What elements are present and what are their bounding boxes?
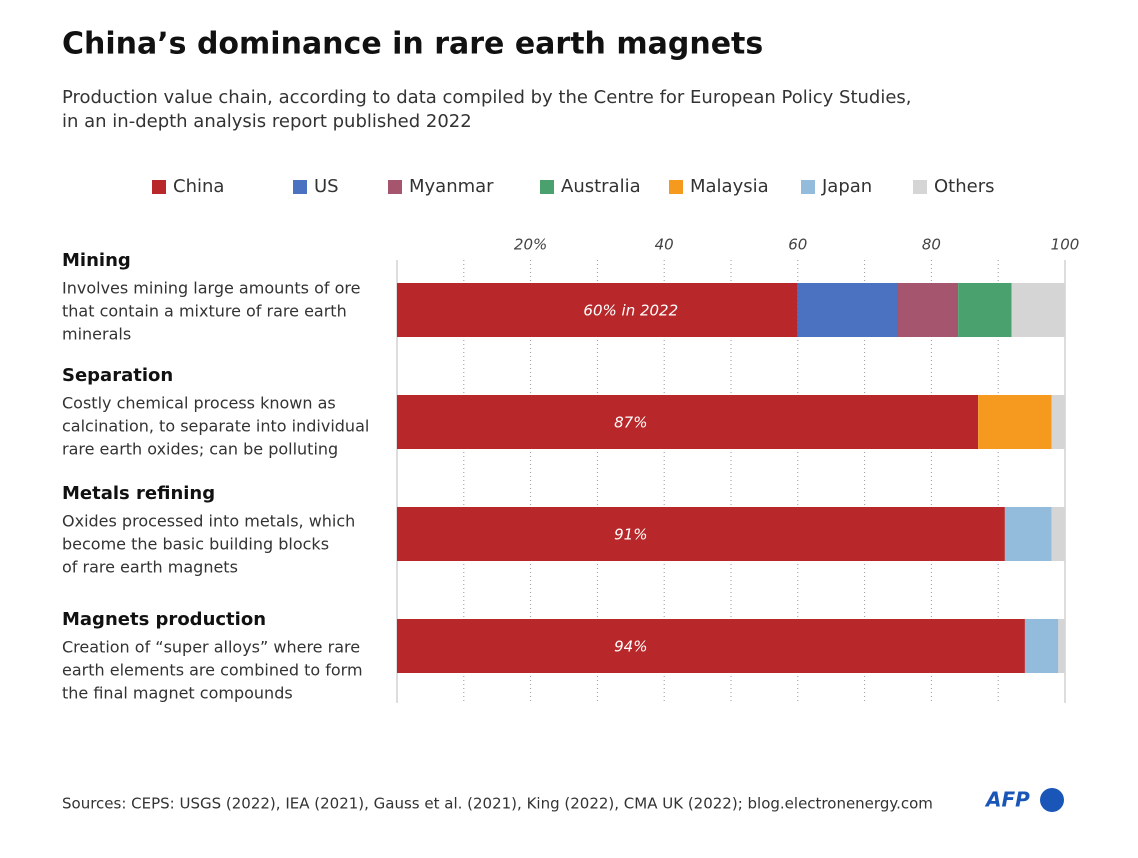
legend-swatch: [669, 180, 683, 194]
legend-swatch: [388, 180, 402, 194]
category-description: Oxides processed into metals, which: [62, 512, 355, 531]
category-label: Magnets production: [62, 609, 266, 630]
bar-segment: [1051, 507, 1065, 561]
bar-segment: [397, 507, 1005, 561]
x-tick-label: 60: [788, 236, 807, 254]
legend-label: Japan: [821, 176, 872, 197]
value-label: 87%: [614, 414, 647, 432]
x-tick-label: 80: [922, 236, 941, 254]
value-label: 60% in 2022: [583, 302, 678, 320]
x-tick-label: 20%: [514, 236, 547, 254]
subtitle: Production value chain, according to dat…: [62, 87, 912, 108]
subtitle: in an in-depth analysis report published…: [62, 111, 472, 132]
value-label: 91%: [614, 526, 647, 544]
category-description: Creation of “super alloys” where rare: [62, 638, 360, 657]
bar-segment: [397, 395, 979, 449]
category-description: minerals: [62, 325, 131, 344]
category-description: of rare earth magnets: [62, 558, 238, 577]
legend-swatch: [913, 180, 927, 194]
legend-label: Others: [934, 176, 995, 197]
legend-label: Malaysia: [690, 176, 769, 197]
legend-swatch: [801, 180, 815, 194]
category-label: Metals refining: [62, 483, 215, 504]
category-description: calcination, to separate into individual: [62, 417, 369, 436]
bar-segment: [1024, 619, 1059, 673]
logo-dot: [1040, 788, 1064, 812]
bar-segment: [1004, 507, 1052, 561]
category-label: Separation: [62, 365, 173, 386]
legend-swatch: [293, 180, 307, 194]
category-description: rare earth oxides; can be polluting: [62, 440, 338, 459]
source: Sources: CEPS: USGS (2022), IEA (2021), …: [62, 795, 933, 813]
bar-segment: [397, 283, 798, 337]
bar-segment: [797, 283, 898, 337]
bar-segment: [1058, 619, 1065, 673]
bar-segment: [898, 283, 959, 337]
bar-segment: [958, 283, 1012, 337]
bar-segment: [1011, 283, 1065, 337]
chart-title: China’s dominance in rare earth magnets: [62, 27, 763, 62]
legend-swatch: [152, 180, 166, 194]
legend-swatch: [540, 180, 554, 194]
x-tick-label: 40: [655, 236, 674, 254]
legend-label: Myanmar: [409, 176, 494, 197]
category-description: the final magnet compounds: [62, 684, 293, 703]
category-label: Mining: [62, 250, 131, 271]
value-label: 94%: [614, 638, 647, 656]
bar-segment: [978, 395, 1052, 449]
category-description: become the basic building blocks: [62, 535, 329, 554]
category-description: earth elements are combined to form: [62, 661, 363, 680]
category-description: that contain a mixture of rare earth: [62, 302, 347, 321]
x-tick-label: 100: [1051, 236, 1080, 254]
category-description: Involves mining large amounts of ore: [62, 279, 360, 298]
legend-label: Australia: [561, 176, 641, 197]
bar-segment: [397, 619, 1025, 673]
legend-label: China: [173, 176, 224, 197]
legend-label: US: [314, 176, 339, 197]
logo: AFP: [984, 788, 1030, 812]
category-description: Costly chemical process known as: [62, 394, 336, 413]
bar-segment: [1051, 395, 1065, 449]
